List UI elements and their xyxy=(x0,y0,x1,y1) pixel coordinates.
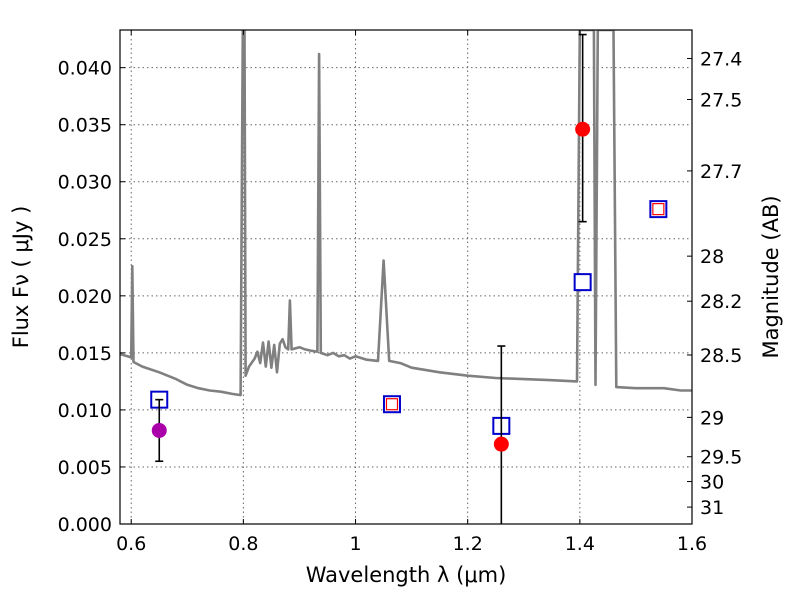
x-tick-label: 1.6 xyxy=(677,533,707,555)
y2-tick-label: 30 xyxy=(700,472,724,494)
x-axis-label: Wavelength λ (μm) xyxy=(306,563,507,587)
x-tick-label: 1 xyxy=(349,533,361,555)
model-spectrum-line xyxy=(120,30,692,397)
photometry-layer xyxy=(150,33,668,524)
observed-point xyxy=(151,422,167,438)
model-photometry-square xyxy=(382,395,401,414)
observed-point xyxy=(493,436,509,452)
y-tick-label: 0.010 xyxy=(58,400,112,422)
y2-tick-label: 27.5 xyxy=(700,89,742,111)
model-spectrum-layer xyxy=(120,30,692,397)
y2-tick-label: 29 xyxy=(700,407,724,429)
model-photometry-inner-square xyxy=(385,398,399,411)
y2-tick-label: 31 xyxy=(700,497,724,519)
x-tick-label: 1.4 xyxy=(565,533,595,555)
y-tick-label: 0.000 xyxy=(58,514,112,536)
y-tick-label: 0.030 xyxy=(58,172,112,194)
y-tick-label: 0.040 xyxy=(58,58,112,80)
y-tick-label: 0.005 xyxy=(58,457,112,479)
plot-frame xyxy=(119,29,693,525)
y2-axis-label: Magnitude (AB) xyxy=(759,195,783,358)
x-tick-label: 0.6 xyxy=(116,533,146,555)
y-tick-label: 0.025 xyxy=(58,229,112,251)
y2-tick-label: 28 xyxy=(700,246,724,268)
y2-tick-label: 27.7 xyxy=(700,161,742,183)
y-tick-label: 0.035 xyxy=(58,115,112,137)
y2-tick-label: 28.2 xyxy=(700,291,742,313)
y2-tick-label: 28.5 xyxy=(700,345,742,367)
x-tick-label: 0.8 xyxy=(228,533,258,555)
y2-tick-label: 29.5 xyxy=(700,447,742,469)
y-axis-label: Flux Fν ( μJy ) xyxy=(9,206,33,349)
model-photometry-square xyxy=(573,273,592,292)
model-photometry-inner-square xyxy=(652,203,665,216)
axis-ticks: 0.6 0.8 1 1.2 1.4 1.6 0.000 0.005 0.010 0.015 0.02… xyxy=(58,30,742,555)
observed-point xyxy=(575,121,591,137)
y-tick-label: 0.015 xyxy=(58,343,112,365)
x-tick-label: 1.2 xyxy=(453,533,483,555)
y2-tick-label: 27.4 xyxy=(700,49,742,71)
y-tick-label: 0.020 xyxy=(58,286,112,308)
grid-lines xyxy=(120,30,692,524)
model-photometry-square xyxy=(649,200,668,219)
